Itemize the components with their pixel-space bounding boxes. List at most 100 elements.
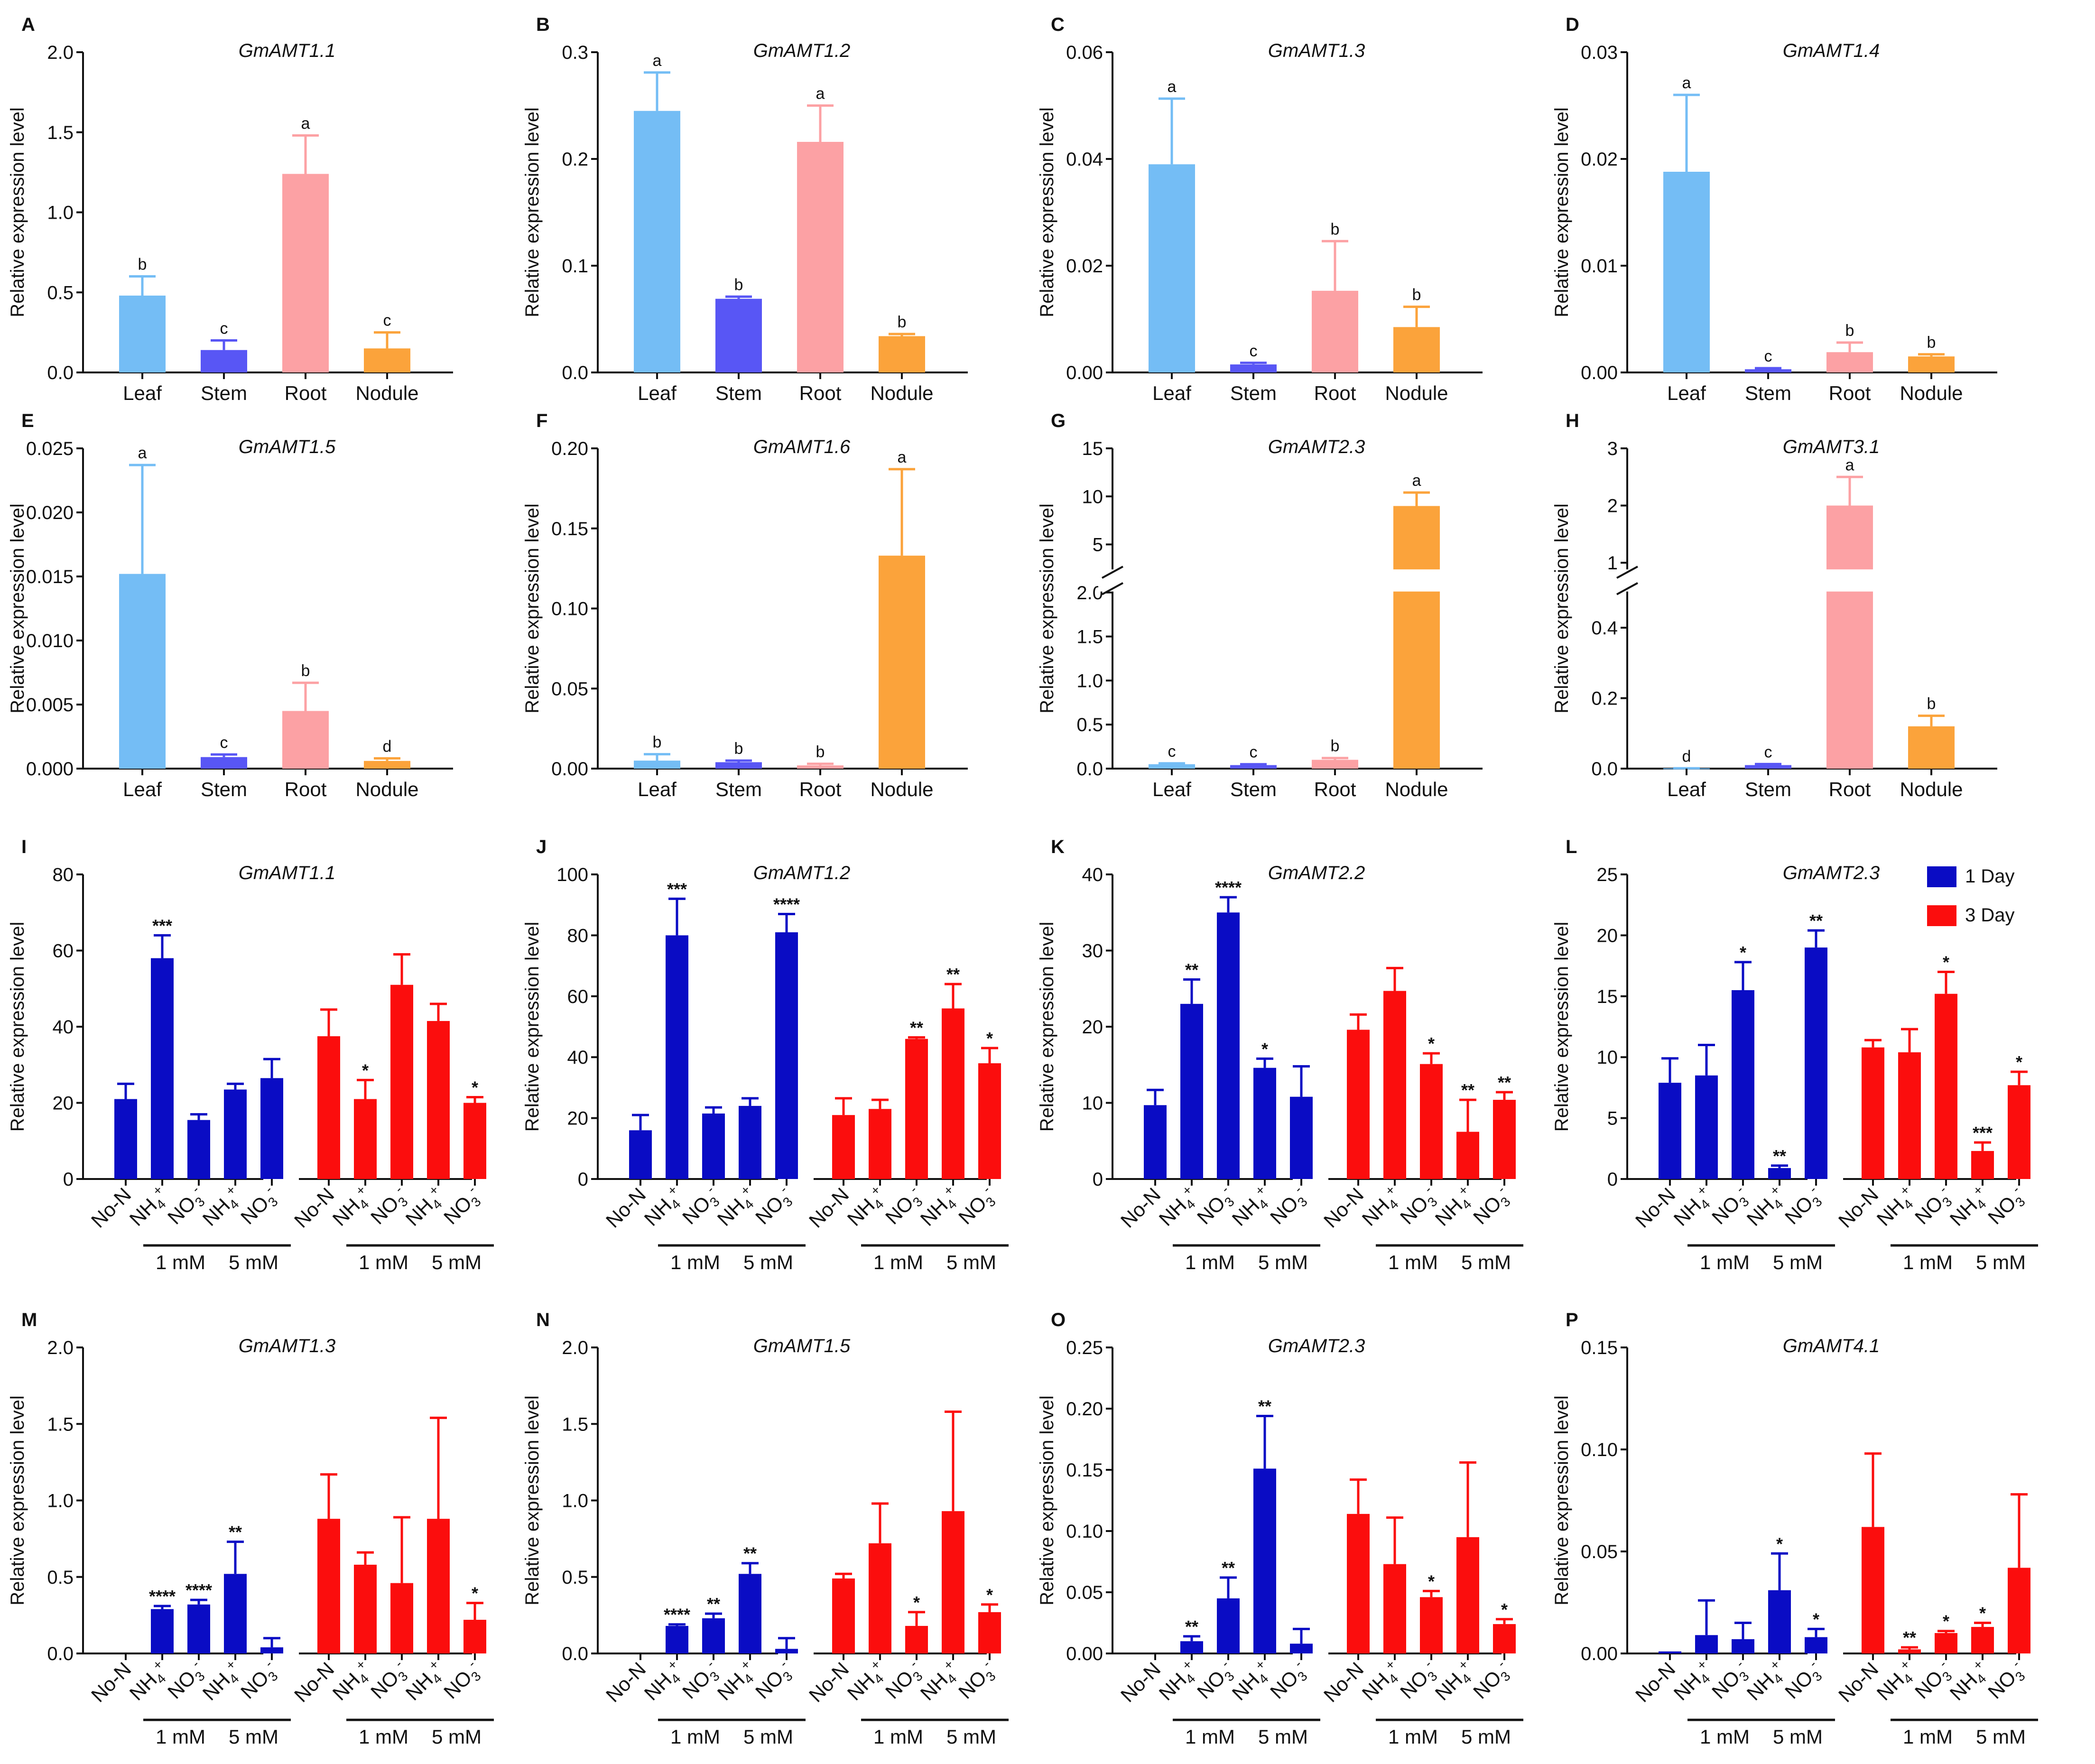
concentration-label: 1 mM [873, 1726, 923, 1748]
x-tick-label: No-N [1631, 1183, 1680, 1232]
bar [1805, 1637, 1827, 1653]
significance-letter: a [898, 448, 907, 466]
x-tick-label-group: NH4+ [916, 1182, 960, 1230]
bar-break-gap [1826, 569, 1874, 592]
x-tick-label: NH4+ [1227, 1182, 1277, 1233]
bar [224, 1574, 247, 1653]
bar [2008, 1085, 2030, 1179]
y-tick-label: 0.3 [562, 42, 588, 63]
bar [978, 1063, 1001, 1179]
y-tick-label: 0.15 [1066, 1460, 1103, 1481]
y-tick-label: 0.00 [1581, 362, 1618, 383]
panel-title: GmAMT3.1 [1783, 436, 1880, 457]
panel-G: G GmAMT2.3 Relative expression level 0.0 0.5… [1037, 410, 1483, 800]
x-tick-label: NO3- [1780, 1657, 1828, 1705]
x-tick-label: Nodule [1900, 778, 1963, 800]
x-tick-label-group: No-N [1319, 1183, 1368, 1232]
bar [715, 298, 762, 372]
x-tick-label-group: NO3- [1266, 1182, 1310, 1229]
panel-title: GmAMT1.2 [753, 863, 850, 883]
x-tick-label-group: NH4+ [639, 1182, 689, 1233]
x-tick-label: NH4+ [400, 1182, 451, 1233]
x-tick-label: NO3- [750, 1182, 798, 1231]
bar [1898, 1052, 1921, 1179]
bar [317, 1519, 340, 1653]
x-tick-label-group: NO3- [163, 1657, 208, 1703]
panel-N: N GmAMT1.5 Relative expression level 0.0 0.5… [522, 1309, 1009, 1748]
x-tick-label: Root [1829, 382, 1871, 404]
significance-stars: ** [910, 1018, 923, 1037]
y-tick-label: 0 [63, 1169, 74, 1190]
x-tick-label-group: No-N [87, 1183, 136, 1232]
bar [119, 296, 166, 372]
concentration-label: 1 mM [1185, 1251, 1235, 1273]
significance-stars: ** [1222, 1558, 1235, 1578]
x-tick-label-group: NO3- [1469, 1657, 1513, 1703]
x-tick-label: NH4+ [1357, 1657, 1407, 1707]
significance-stars: ** [707, 1594, 720, 1614]
x-tick-label: No-N [1631, 1658, 1680, 1707]
significance-letter: b [816, 743, 825, 761]
bar-break-gap [1392, 569, 1441, 592]
bar [151, 1609, 174, 1653]
x-tick-label-group: No-N [1631, 1658, 1680, 1707]
bar [1456, 1132, 1479, 1179]
x-tick-label: NH4+ [327, 1657, 378, 1707]
x-tick-label: Stem [201, 778, 247, 800]
x-tick-label-group: NH4+ [400, 1182, 451, 1233]
x-tick-label-group: NH4+ [916, 1657, 960, 1705]
significance-stars: ** [1258, 1396, 1271, 1416]
bar [463, 1103, 486, 1179]
x-tick-label-group: NH4+ [1431, 1657, 1474, 1705]
x-tick-label-group: NH4+ [1227, 1182, 1277, 1233]
x-tick-label-group: NO3- [439, 1182, 484, 1229]
significance-stars: **** [149, 1587, 176, 1606]
panel-K: K GmAMT2.2 Relative expression level 0 10 20 3… [1037, 836, 1523, 1273]
x-tick-label: NO3- [1983, 1182, 2031, 1231]
y-tick-label: 2.0 [47, 1337, 74, 1358]
x-tick-label: NO3- [1395, 1657, 1443, 1705]
panel-letter: K [1051, 836, 1065, 857]
y-tick-label: 80 [567, 925, 589, 946]
x-tick-label: Root [1829, 778, 1871, 800]
bar [1149, 164, 1195, 372]
y-tick-label: 20 [567, 1108, 589, 1129]
y-tick-label: 0.25 [1066, 1337, 1103, 1358]
bar [797, 142, 844, 372]
bar [364, 348, 410, 372]
x-tick-label: Stem [1230, 382, 1277, 404]
panel-F: F GmAMT1.6 Relative expression level 0.00 0.… [522, 410, 968, 800]
significance-letter: a [653, 52, 662, 70]
x-tick-label-group: NH4+ [1946, 1182, 1989, 1230]
bar [1768, 1590, 1791, 1653]
y-tick-label: 5 [1607, 1108, 1618, 1129]
bar [832, 1578, 855, 1653]
concentration-label: 5 mM [1461, 1726, 1511, 1748]
x-tick-label: Nodule [870, 382, 933, 404]
significance-letter: b [653, 733, 662, 752]
x-tick-label: No-N [87, 1658, 136, 1707]
panel-title: GmAMT1.3 [1268, 40, 1365, 61]
concentration-label: 1 mM [1700, 1251, 1750, 1273]
bar [114, 1099, 137, 1179]
x-tick-label-group: NH4+ [713, 1182, 757, 1230]
x-tick-label: NO3- [1192, 1657, 1240, 1705]
panel-M: M GmAMT1.3 Relative expression level 0.0 0.5… [7, 1309, 494, 1748]
x-tick-label-group: NH4+ [125, 1657, 169, 1705]
x-tick-label-group: NH4+ [843, 1182, 887, 1230]
x-tick-label: NH4+ [639, 1182, 689, 1233]
bar [1217, 1598, 1240, 1653]
bar [1312, 290, 1358, 372]
x-tick-label: No-N [1319, 1183, 1368, 1232]
significance-stars: ** [1809, 911, 1823, 930]
significance-letter: b [1927, 334, 1936, 352]
y-tick-label: 1.0 [562, 1491, 588, 1512]
concentration-label: 5 mM [743, 1726, 793, 1748]
significance-letter: a [1845, 456, 1854, 474]
bar [427, 1021, 450, 1179]
y-tick-label: 1.0 [47, 203, 74, 223]
panel-title: GmAMT2.2 [1268, 863, 1365, 883]
significance-letter: b [1412, 286, 1421, 304]
x-tick-label: NO3- [235, 1182, 284, 1231]
x-tick-label: Stem [1230, 778, 1277, 800]
